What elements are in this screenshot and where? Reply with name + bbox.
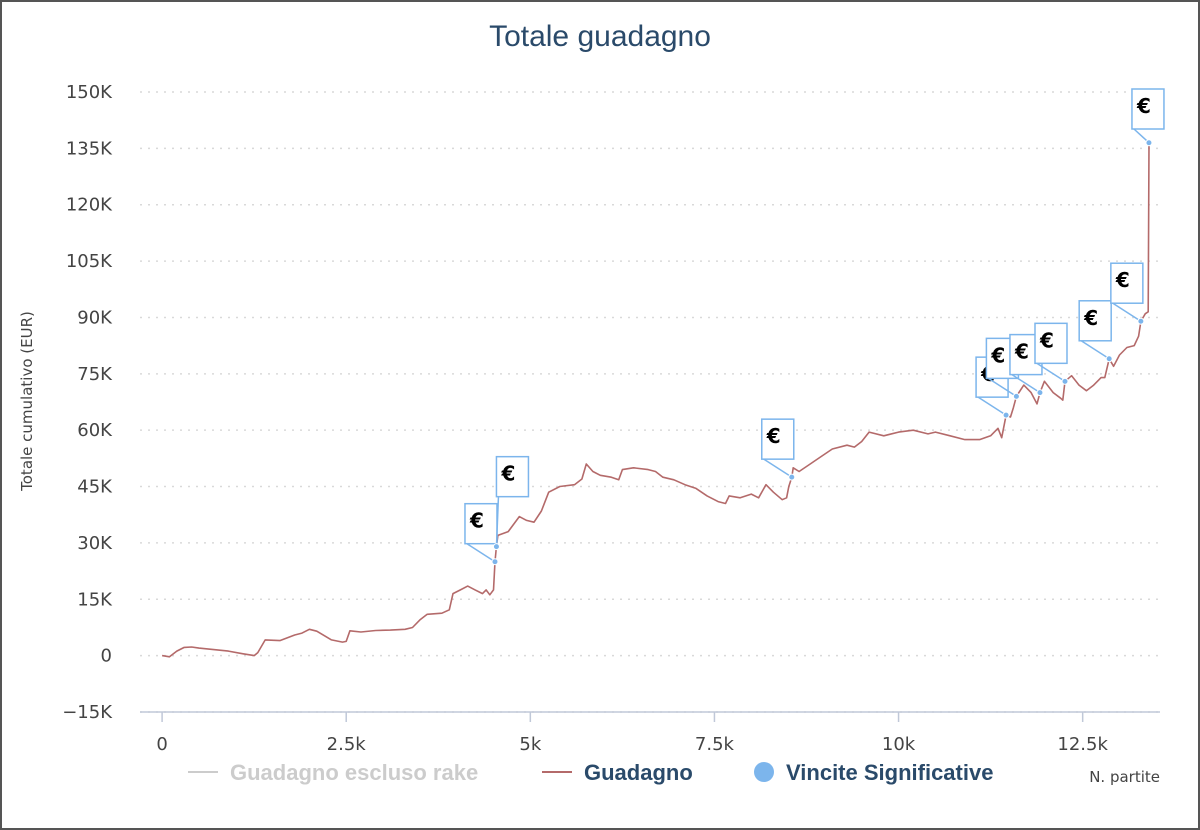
y-tick-label: 15K [77,589,113,610]
flag-label: € [1136,94,1151,118]
significant-win-point [491,558,499,566]
flag-label: € [1039,328,1054,352]
y-tick-label: 120K [66,195,113,216]
significant-win-point [1061,377,1069,385]
legend-label: Guadagno [584,760,693,785]
significant-win-flag: € [1034,322,1069,385]
legend-item: Guadagno escluso rake [188,760,478,785]
significant-win-point [1137,317,1145,325]
significant-win-point [788,473,796,481]
flag-box [464,502,498,545]
grid-lines [140,91,1160,713]
y-tick-label: 30K [77,533,113,554]
x-tick-label: 10k [882,734,916,755]
flag-connector [1080,340,1110,360]
flag-connector [977,396,1007,416]
x-tick-label: 12.5k [1057,734,1108,755]
significant-win-flag: € [1110,262,1145,325]
y-tick-label: −15K [62,702,113,723]
y-tick-label: 60K [77,420,113,441]
x-axis: 0 2.5k 5k 7.5k 10k 12.5k [140,711,1160,755]
flag-connector [1112,302,1142,322]
flag-connector [1011,373,1041,394]
significant-win-flag: € [464,502,499,566]
y-tick-label: 45K [77,477,113,498]
flag-label: € [990,343,1005,367]
y-axis-title: Totale cumulativo (EUR) [18,311,36,492]
y-axis: −15K 0 15K 30K 45K 60K 75K 90K 105K 120K 135K 150K [62,82,113,723]
significant-win-flag: € [1078,300,1113,363]
y-tick-label: 105K [66,251,113,272]
flag-connector [495,496,500,547]
y-tick-label: 150K [66,82,113,103]
flag-connector [763,458,793,478]
series-layer [161,142,1150,658]
flag-label: € [500,462,515,486]
flag-label: € [1083,306,1098,330]
x-tick-label: 5k [519,734,541,755]
flag-label: € [1115,268,1130,292]
flag-label: € [469,509,484,533]
chart-title: Totale guadagno [489,20,711,53]
significant-win-flag: € [492,455,530,551]
significant-win-flag: € [761,418,796,481]
significant-win-point [1002,411,1010,419]
flag-label: € [766,424,781,448]
x-axis-title: N. partite [1089,768,1160,786]
significant-win-flag: € [1131,88,1165,147]
flag-box [1131,88,1165,130]
significant-wins-layer: €€€€€€€€€€ [464,88,1165,566]
flag-connector [1036,362,1066,382]
x-tick-label: 0 [156,734,167,755]
significant-win-point [492,543,500,551]
x-tick-label: 7.5k [695,734,735,755]
flag-connector [466,543,496,563]
flag-box [1034,322,1068,365]
legend-circle-icon [754,762,774,782]
significant-win-point [1036,389,1044,397]
flag-box [1078,300,1112,342]
x-tick-label: 2.5k [327,734,367,755]
flag-box [1110,262,1144,304]
legend-item: Guadagno [542,760,693,785]
y-tick-label: 90K [77,307,113,328]
flag-box [495,455,530,498]
flag-label: € [1014,340,1029,364]
significant-win-point [1105,355,1113,363]
y-tick-label: 0 [101,646,112,667]
y-tick-label: 75K [77,364,113,385]
legend-label: Guadagno escluso rake [230,760,478,785]
significant-win-point [1145,139,1153,147]
y-tick-label: 135K [66,138,113,159]
significant-win-point [1012,392,1020,400]
flag-box [761,418,795,460]
legend: Guadagno escluso rake Guadagno Vincite Sig… [188,760,993,785]
legend-label: Vincite Significative [786,760,993,785]
legend-item: Vincite Significative [754,760,993,785]
series-line-guadagno [161,142,1150,658]
flag-connector [987,377,1017,397]
